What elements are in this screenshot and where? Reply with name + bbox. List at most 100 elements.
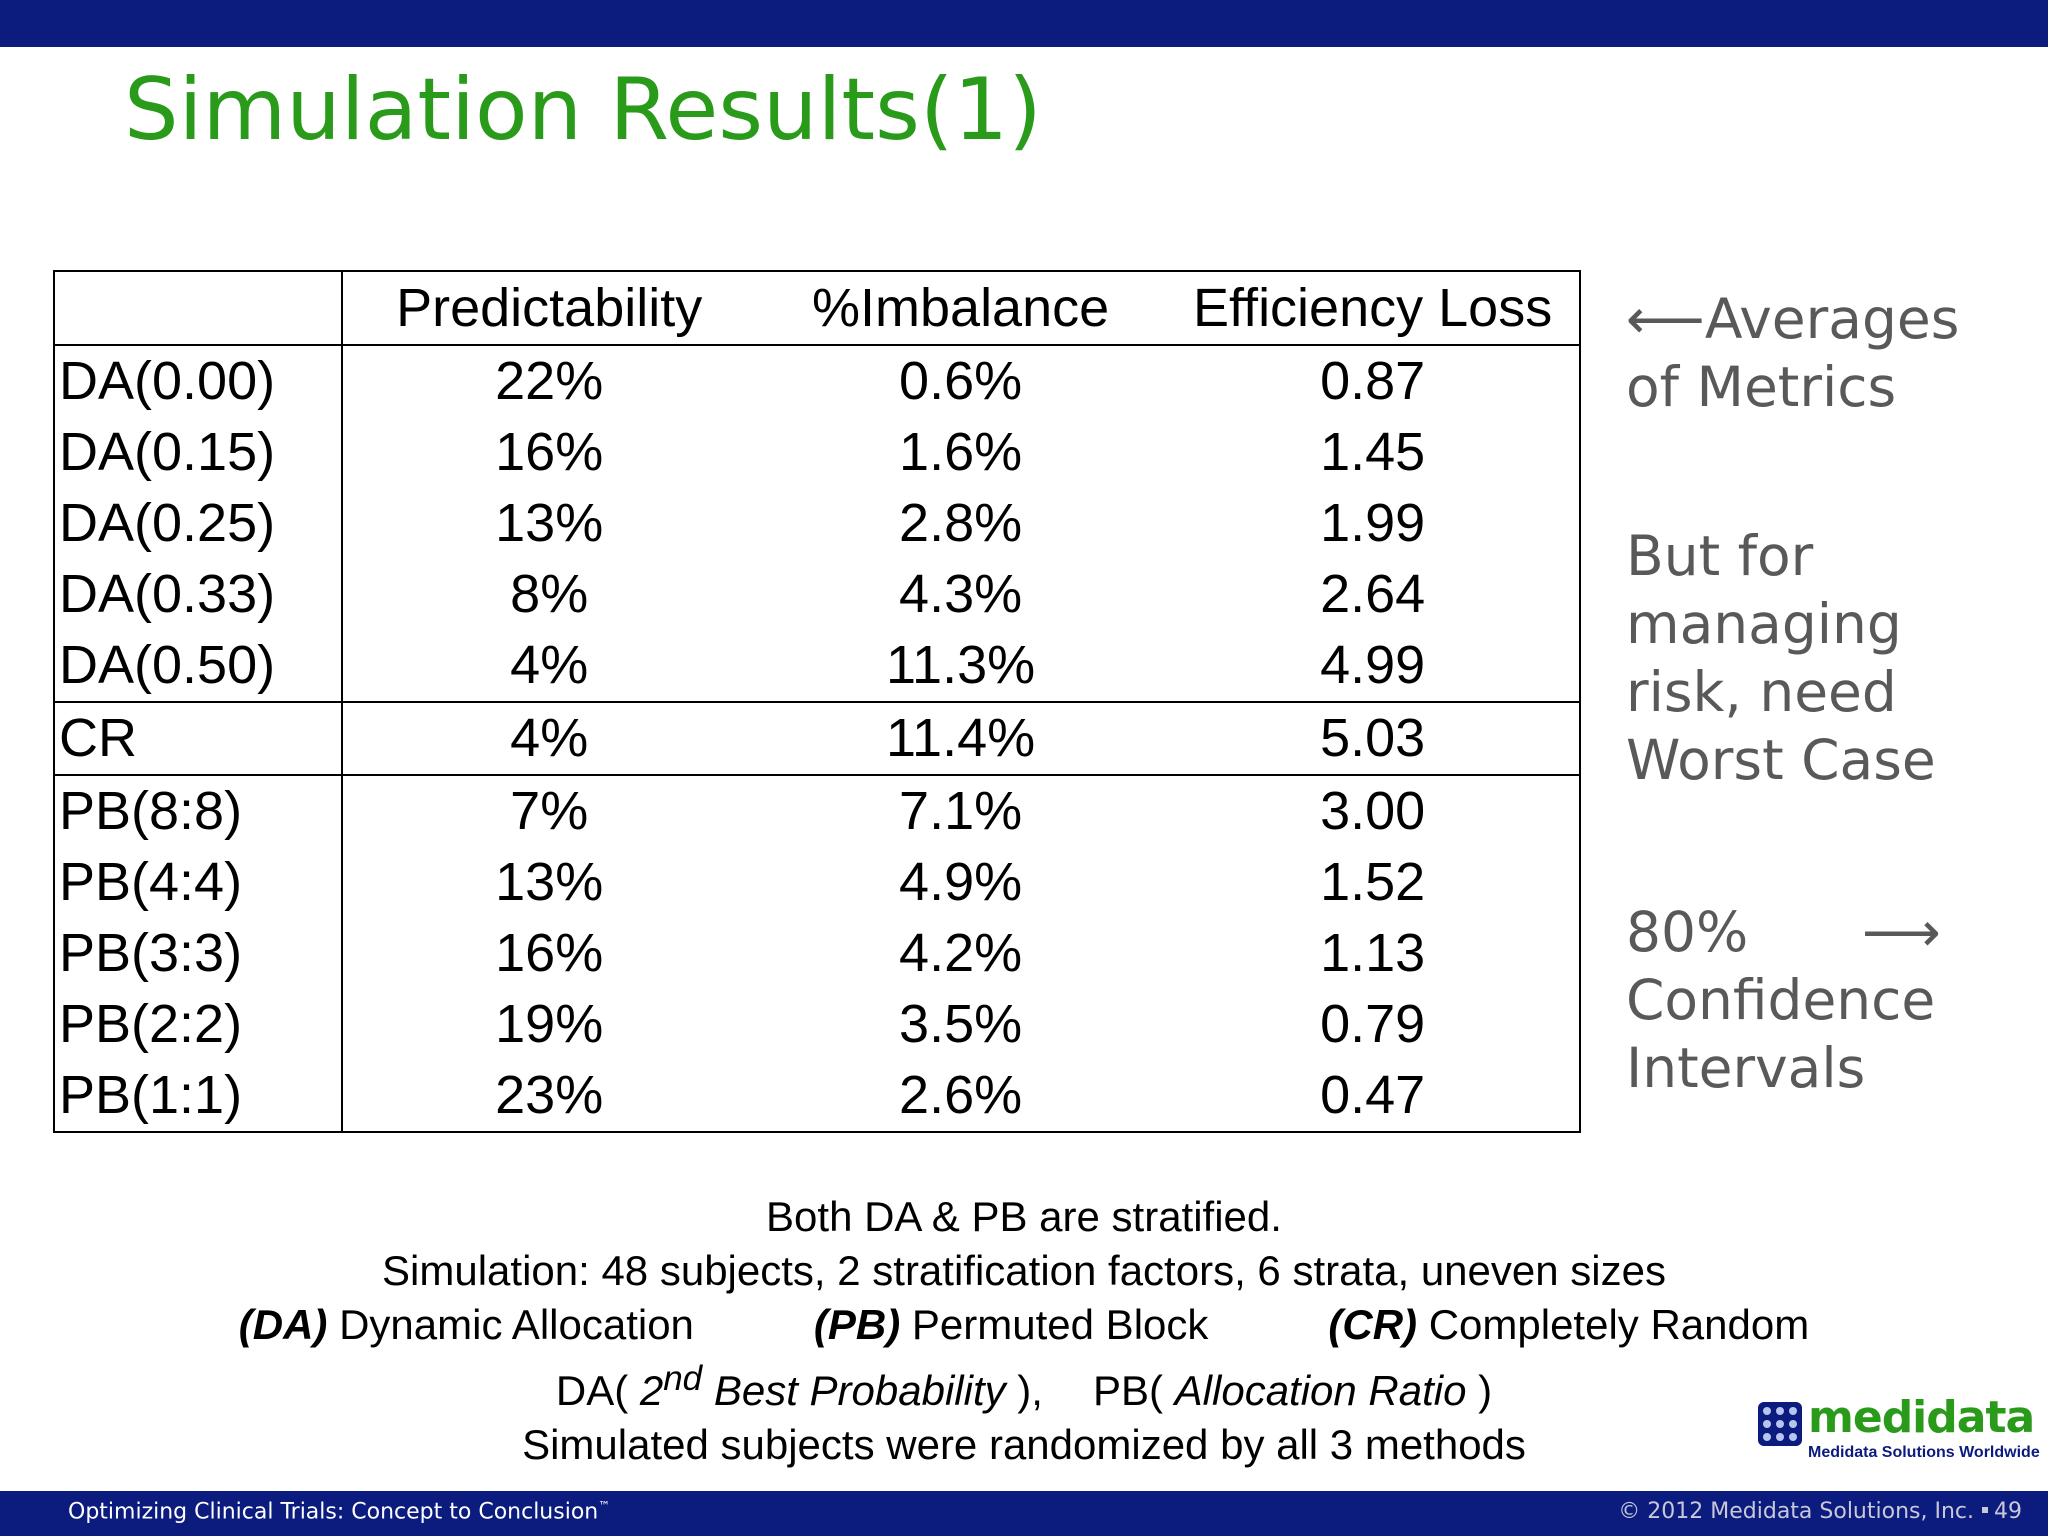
medidata-logo: medidata Medidata Solutions Worldwide <box>1758 1392 2040 1464</box>
cell-predictability: 4% <box>510 708 589 768</box>
pb-param-suffix: ) <box>1466 1367 1493 1414</box>
cell-efficiency-loss: 1.99 <box>1320 493 1426 553</box>
da-abbreviation: (DA) <box>238 1301 328 1348</box>
cell-efficiency-loss: 1.45 <box>1320 422 1426 482</box>
arrow-right-icon: ⟶ <box>1862 900 1941 964</box>
cr-definition: Completely Random <box>1417 1301 1810 1348</box>
cell-efficiency-loss: 5.03 <box>1320 708 1426 768</box>
cell-predictability: 16% <box>495 422 604 482</box>
copyright-text: © 2012 Medidata Solutions, Inc. <box>1618 1499 1974 1524</box>
note-worst-case-line: risk, need <box>1626 660 1897 724</box>
cr-abbreviation: (CR) <box>1328 1301 1418 1348</box>
cell-predictability: 7% <box>510 781 589 841</box>
cell-imbalance: 4.2% <box>899 923 1023 983</box>
cell-imbalance: 7.1% <box>899 781 1023 841</box>
note-averages-line: of Metrics <box>1626 355 1897 419</box>
table-header-row: Predictability %Imbalance Efficiency Los… <box>54 271 1580 346</box>
cell-imbalance: 2.6% <box>899 1065 1023 1125</box>
logo-wordmark: medidata <box>1808 1392 2035 1443</box>
row-label: CR <box>54 702 344 775</box>
pb-abbreviation: (PB) <box>813 1301 901 1348</box>
cell-predictability: 23% <box>495 1065 604 1125</box>
note-averages-line: ⟵Averages <box>1626 287 1960 351</box>
results-table: Predictability %Imbalance Efficiency Los… <box>53 270 1581 1133</box>
table-row: CR 4% 11.4% 5.03 <box>54 702 1580 775</box>
top-bar <box>0 0 2048 47</box>
row-label: PB(8:8) <box>54 775 344 847</box>
cell-predictability: 19% <box>495 994 604 1054</box>
cell-predictability: 13% <box>495 493 604 553</box>
table-row: PB(3:3) 16% 4.2% 1.13 <box>54 918 1580 989</box>
pb-param-text: Allocation Ratio <box>1174 1367 1467 1414</box>
row-label: DA(0.33) <box>54 559 344 630</box>
cell-predictability: 4% <box>510 635 589 695</box>
note-worst-case-line: But for <box>1626 524 1814 588</box>
cell-imbalance: 4.9% <box>899 852 1023 912</box>
da-param-superscript: nd <box>663 1359 703 1398</box>
footnote-line: Simulated subjects were randomized by al… <box>522 1421 1526 1468</box>
group-permuted-block: PB(8:8) 7% 7.1% 3.00 PB(4:4) 13% 4.9% 1.… <box>54 775 1580 1132</box>
cell-efficiency-loss: 3.00 <box>1320 781 1426 841</box>
note-confidence-row: 80% ⟶ <box>1626 898 1941 966</box>
footer-title: Optimizing Clinical Trials: Concept to C… <box>68 1499 610 1524</box>
header-blank <box>54 271 344 346</box>
dot-grid-icon <box>1758 1402 1802 1446</box>
row-label: PB(3:3) <box>54 918 344 989</box>
cell-predictability: 13% <box>495 852 604 912</box>
cell-imbalance: 1.6% <box>899 422 1023 482</box>
footer-title-text: Optimizing Clinical Trials: Concept to C… <box>68 1499 599 1525</box>
note-worst-case: But for managing risk, need Worst Case <box>1626 522 2026 794</box>
cell-efficiency-loss: 2.64 <box>1320 564 1426 624</box>
table-row: PB(4:4) 13% 4.9% 1.52 <box>54 847 1580 918</box>
note-worst-case-line: Worst Case <box>1626 728 1936 792</box>
footnote-line: Both DA & PB are stratified. <box>766 1193 1282 1240</box>
note-confidence-percent: 80% <box>1626 900 1749 964</box>
cell-efficiency-loss: 1.52 <box>1320 852 1426 912</box>
note-confidence-line: Intervals <box>1626 1036 1866 1100</box>
table-row: DA(0.15) 16% 1.6% 1.45 <box>54 417 1580 488</box>
row-label: PB(4:4) <box>54 847 344 918</box>
cell-efficiency-loss: 1.13 <box>1320 923 1426 983</box>
note-worst-case-line: managing <box>1626 592 1902 656</box>
note-averages: ⟵Averages of Metrics <box>1626 285 2026 421</box>
footnotes: Both DA & PB are stratified. Simulation:… <box>0 1190 2048 1472</box>
note-confidence: 80% ⟶ Confidence Intervals <box>1626 898 2026 1102</box>
table-row: PB(2:2) 19% 3.5% 0.79 <box>54 989 1580 1060</box>
table-row: DA(0.00) 22% 0.6% 0.87 <box>54 345 1580 417</box>
header-predictability: Predictability <box>342 271 755 346</box>
cell-efficiency-loss: 0.87 <box>1320 351 1426 411</box>
footnote-legend: (DA) Dynamic Allocation (PB) Permuted Blo… <box>0 1298 2048 1352</box>
table-row: PB(8:8) 7% 7.1% 3.00 <box>54 775 1580 847</box>
cell-imbalance: 3.5% <box>899 994 1023 1054</box>
cell-imbalance: 4.3% <box>899 564 1023 624</box>
pb-param-prefix: PB( <box>1092 1367 1175 1414</box>
row-label: DA(0.25) <box>54 488 344 559</box>
cell-efficiency-loss: 0.79 <box>1320 994 1426 1054</box>
cell-predictability: 8% <box>510 564 589 624</box>
logo-tagline: Medidata Solutions Worldwide <box>1808 1444 2040 1461</box>
row-label: DA(0.15) <box>54 417 344 488</box>
page-number: 49 <box>1994 1499 2022 1524</box>
header-imbalance: %Imbalance <box>754 271 1167 346</box>
row-label: DA(0.50) <box>54 630 344 702</box>
cell-predictability: 22% <box>495 351 604 411</box>
da-param-number: 2 <box>639 1367 664 1414</box>
table-row: DA(0.25) 13% 2.8% 1.99 <box>54 488 1580 559</box>
table-row: PB(1:1) 23% 2.6% 0.47 <box>54 1060 1580 1132</box>
cell-efficiency-loss: 4.99 <box>1320 635 1426 695</box>
pb-definition: Permuted Block <box>900 1301 1209 1348</box>
table-row: DA(0.33) 8% 4.3% 2.64 <box>54 559 1580 630</box>
row-label: PB(1:1) <box>54 1060 344 1132</box>
cell-imbalance: 11.4% <box>886 708 1036 768</box>
row-label: PB(2:2) <box>54 989 344 1060</box>
da-param-suffix: ), <box>1005 1367 1043 1414</box>
cell-imbalance: 0.6% <box>899 351 1023 411</box>
table-row: DA(0.50) 4% 11.3% 4.99 <box>54 630 1580 702</box>
da-param-prefix: DA( <box>555 1367 640 1414</box>
footnote-line: Simulation: 48 subjects, 2 stratificatio… <box>382 1247 1666 1294</box>
row-label: DA(0.00) <box>54 345 344 417</box>
note-confidence-line: Confidence <box>1626 968 1936 1032</box>
footer-bar: Optimizing Clinical Trials: Concept to C… <box>0 1491 2048 1536</box>
da-definition: Dynamic Allocation <box>327 1301 694 1348</box>
header-efficiency-loss: Efficiency Loss <box>1166 271 1580 346</box>
